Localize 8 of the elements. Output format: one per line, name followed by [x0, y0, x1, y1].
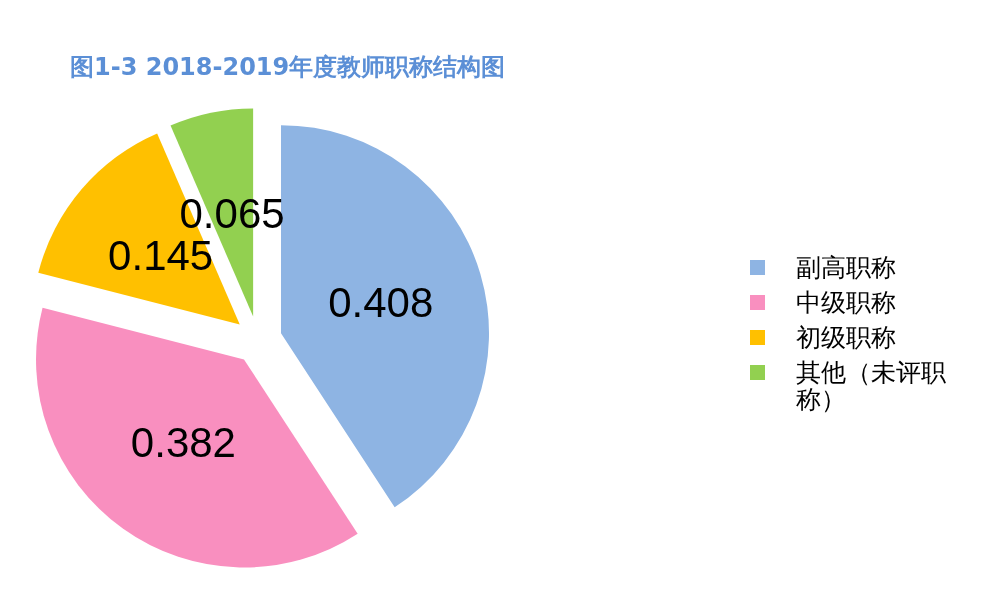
legend-label: 副高职称 — [796, 252, 896, 282]
data-label: 0.408 — [328, 278, 434, 326]
chart-title: 图1-3 2018-2019年度教师职称结构图 — [70, 53, 506, 81]
legend-label: 初级职称 — [796, 322, 896, 352]
legend-label: 中级职称 — [796, 287, 896, 317]
data-label: 0.145 — [108, 231, 214, 279]
legend-label: 其他（未评职称） — [796, 357, 946, 414]
data-label: 0.382 — [130, 419, 236, 467]
